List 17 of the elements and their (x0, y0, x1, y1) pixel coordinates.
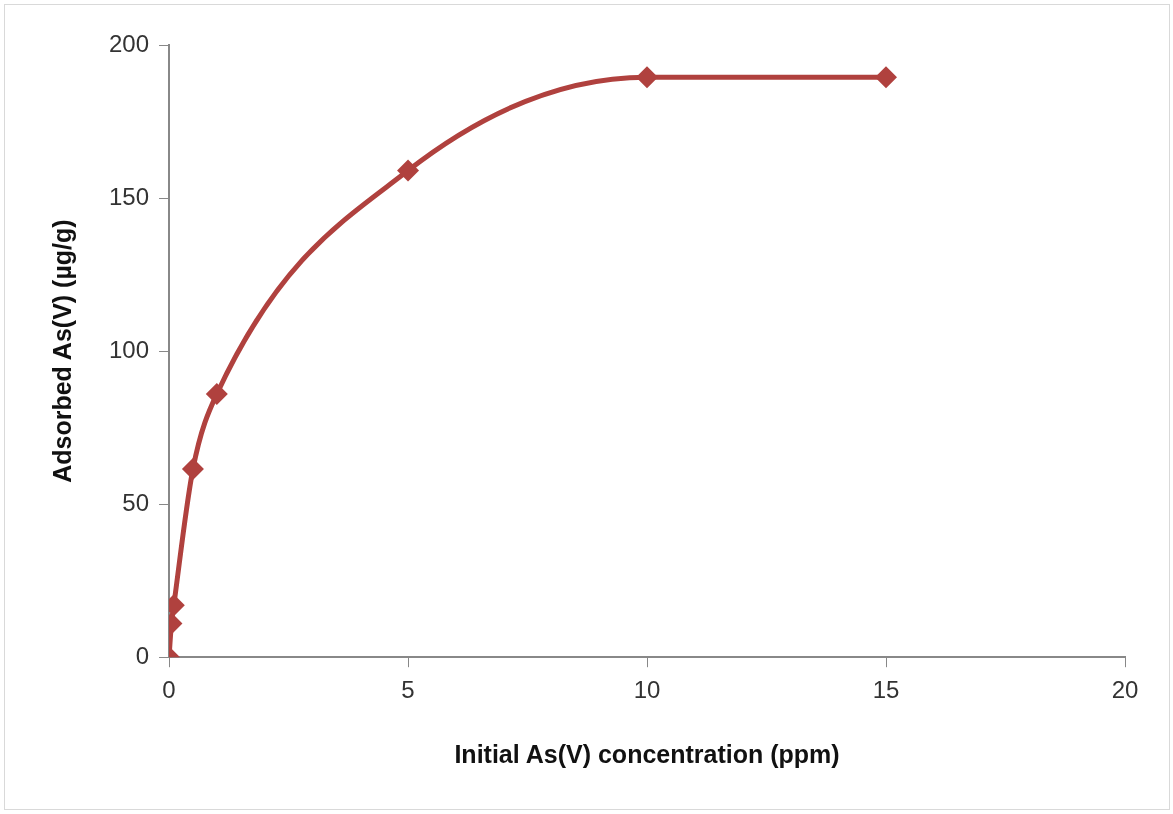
x-tick-label: 20 (1111, 676, 1139, 704)
point (205, 382, 228, 405)
y-tick-label: 150 (109, 182, 150, 210)
y-tick-label: 0 (135, 641, 150, 669)
x-tick-label: 5 (401, 676, 415, 704)
point (636, 66, 659, 89)
y-tick-label: 200 (109, 29, 150, 57)
y-tick-label: 50 (122, 488, 150, 516)
point (181, 457, 204, 480)
x-axis-title: Initial As(V) concentration (ppm) (454, 739, 840, 768)
point (875, 66, 898, 89)
y-tick-label: 100 (109, 335, 150, 363)
x-tick-label: 10 (633, 676, 661, 704)
x-tick-label: 0 (162, 676, 176, 704)
point (397, 159, 420, 182)
x-tick-label: 15 (872, 676, 900, 704)
y-axis-title: Adsorbed As(V) (µg/g) (47, 219, 76, 483)
